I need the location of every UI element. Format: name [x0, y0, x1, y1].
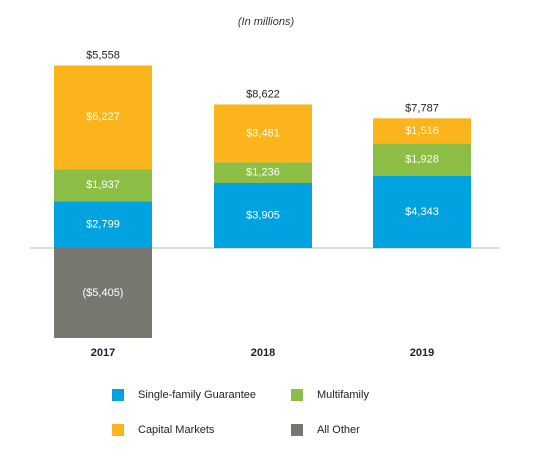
value-label: $6,227: [86, 111, 120, 123]
bar-segment: [214, 162, 312, 183]
legend-swatch: [112, 424, 124, 436]
bar-segment: [54, 65, 152, 170]
x-tick-label: 2017: [91, 347, 115, 359]
bar-segment: [54, 248, 152, 338]
legend-swatch: [112, 389, 124, 401]
bar-segment: [373, 175, 471, 248]
value-label: $2,799: [86, 219, 120, 231]
chart-subtitle: (In millions): [238, 16, 295, 28]
total-label: $5,558: [86, 49, 120, 61]
legend-swatch: [291, 389, 303, 401]
total-label: $8,622: [246, 88, 280, 100]
legend-label: Capital Markets: [138, 424, 215, 436]
bar-segment: [54, 201, 152, 248]
x-tick-label: 2019: [410, 347, 434, 359]
value-label: $1,928: [405, 154, 439, 166]
value-label: $4,343: [405, 206, 439, 218]
total-label: $7,787: [405, 102, 439, 114]
legend-label: All Other: [317, 424, 360, 436]
bar-segment: [373, 118, 471, 144]
bar-segment: [373, 143, 471, 176]
value-label: ($5,405): [83, 287, 124, 299]
value-label: $1,516: [405, 125, 439, 137]
value-label: $1,937: [86, 179, 120, 191]
bar-segment: [214, 182, 312, 248]
legend-label: Single-family Guarantee: [138, 389, 256, 401]
value-label: $3,905: [246, 209, 280, 221]
legend-label: Multifamily: [317, 389, 369, 401]
x-tick-label: 2018: [251, 347, 275, 359]
value-label: $1,236: [246, 167, 280, 179]
bar-segment: [214, 104, 312, 163]
legend-swatch: [291, 424, 303, 436]
value-label: $3,481: [246, 127, 280, 139]
bar-segment: [54, 169, 152, 202]
